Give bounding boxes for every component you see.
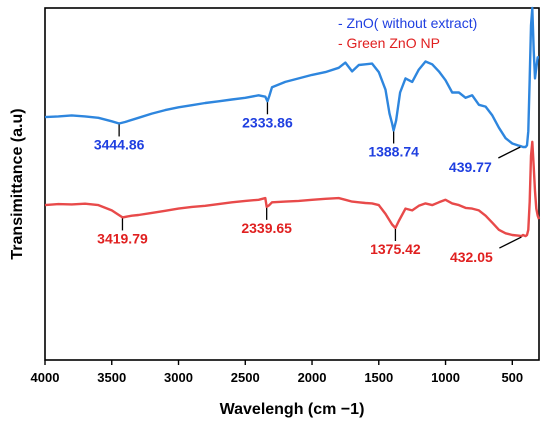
x-tick-label: 3500 bbox=[97, 370, 126, 385]
peak-leader-line bbox=[498, 146, 521, 159]
plot-area bbox=[44, 7, 540, 361]
peak-annotations: 3444.86 2333.86 1388.74 439.77 3419.79 2339.6… bbox=[94, 102, 522, 265]
x-axis-title: Wavelengh (cm −1) bbox=[220, 401, 365, 418]
x-axis-ticks: 4000 3500 3000 2500 2000 1500 1000 500 bbox=[31, 360, 523, 385]
peak-label: 432.05 bbox=[450, 249, 493, 265]
peak-label: 2333.86 bbox=[242, 114, 293, 130]
series-line-green-zno-np bbox=[44, 140, 541, 238]
x-tick-label: 1000 bbox=[431, 370, 460, 385]
peak-label: 2339.65 bbox=[241, 220, 292, 236]
x-tick-label: 2500 bbox=[231, 370, 260, 385]
x-tick-label: 500 bbox=[501, 370, 523, 385]
plot-frame bbox=[44, 7, 540, 361]
x-tick-label: 3000 bbox=[164, 370, 193, 385]
x-tick-label: 4000 bbox=[31, 370, 60, 385]
x-tick-label: 1500 bbox=[364, 370, 393, 385]
legend-entry: - Green ZnO NP bbox=[338, 35, 440, 51]
y-axis-title: Transimittance (a.u) bbox=[9, 108, 26, 259]
peak-label: 3419.79 bbox=[97, 230, 148, 246]
x-tick-label: 2000 bbox=[298, 370, 327, 385]
peak-leader-line bbox=[499, 236, 522, 249]
peak-label: 1375.42 bbox=[370, 241, 421, 257]
peak-label: 3444.86 bbox=[94, 136, 145, 152]
legend: - ZnO( without extract) - Green ZnO NP bbox=[338, 15, 477, 51]
peak-label: 439.77 bbox=[449, 159, 492, 175]
peak-label: 1388.74 bbox=[368, 143, 419, 159]
legend-entry: - ZnO( without extract) bbox=[338, 15, 477, 31]
series-layer bbox=[44, 6, 541, 238]
series-line-zno-without-extract bbox=[44, 6, 539, 149]
